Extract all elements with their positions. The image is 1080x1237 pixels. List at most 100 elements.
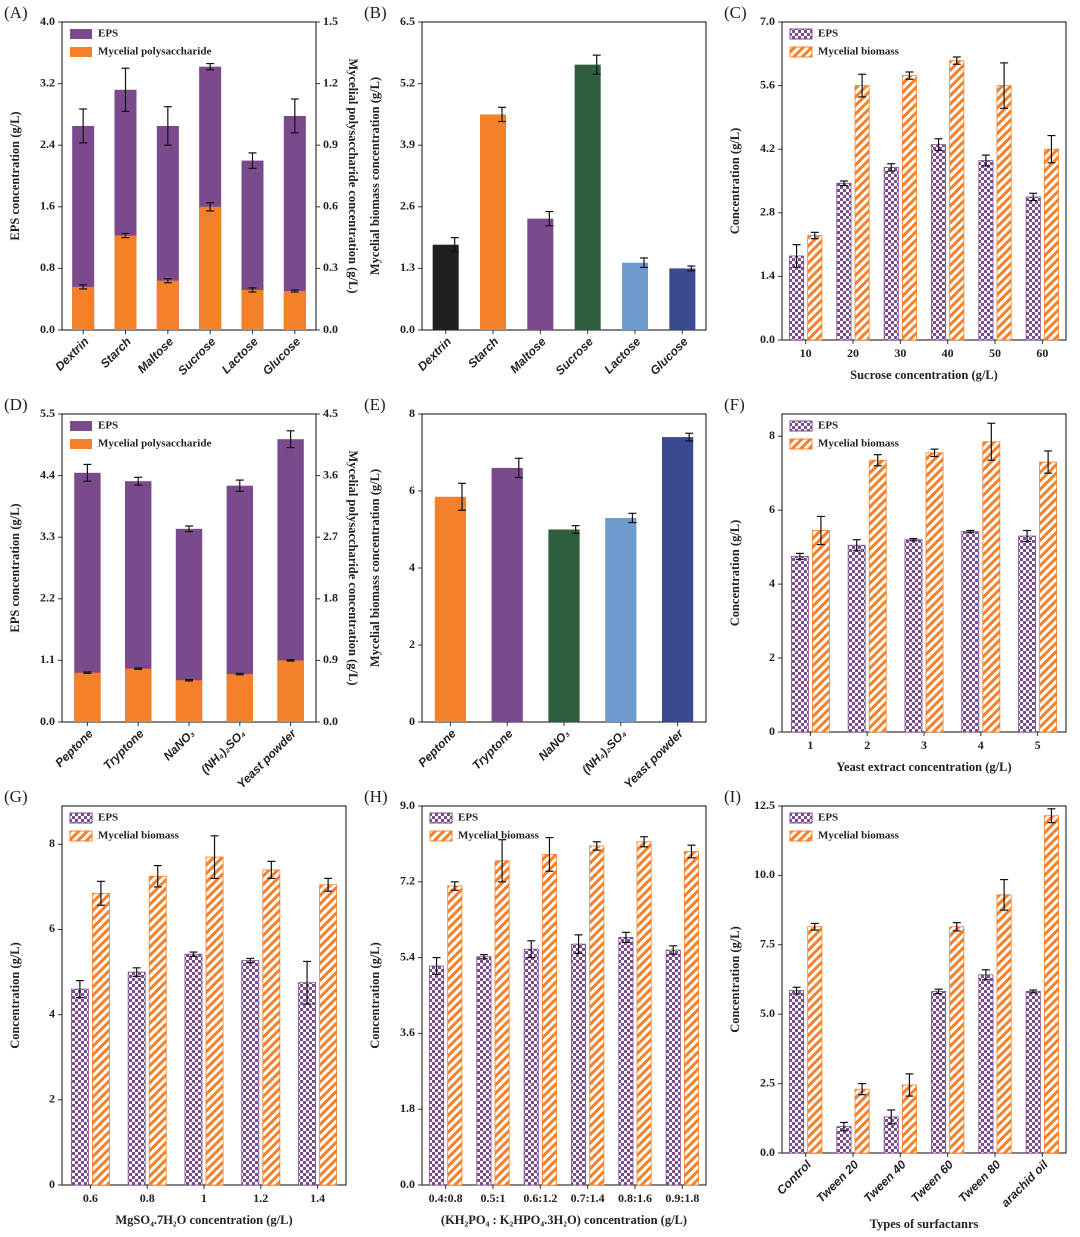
y2-axis-label: Mycelial polysaccharide concentration (g…: [346, 450, 360, 685]
bar: [432, 244, 459, 330]
y-tick-label: 1.8: [400, 1101, 415, 1115]
bar: [605, 517, 637, 722]
legend-label: EPS: [818, 28, 838, 40]
bar: [74, 672, 101, 722]
bar: [156, 280, 179, 330]
y-tick-label: 12.5: [754, 798, 775, 812]
y-tick-label: 2.5: [760, 1075, 775, 1089]
legend-label: Mycelial polysaccharide: [98, 438, 211, 450]
x-tick-label: 0.6:1.2: [523, 1191, 557, 1205]
bar: [1025, 196, 1041, 341]
legend-label: EPS: [818, 420, 838, 432]
bar: [931, 144, 947, 341]
x-tick-label: 1: [201, 1191, 207, 1205]
y-tick-label: 1.6: [40, 199, 55, 213]
y-axis-label: EPS concentration (g/L): [8, 503, 22, 632]
bar: [479, 114, 507, 331]
y-tick-label: 0.0: [40, 714, 55, 728]
x-tick-label: 0.7:1.4: [571, 1191, 605, 1205]
y-tick-label: 5.0: [760, 1006, 775, 1020]
bar: [847, 544, 866, 733]
y-tick-label: 0.0: [400, 322, 415, 336]
bar: [184, 953, 203, 1186]
legend-label: Mycelial biomass: [98, 830, 180, 842]
x-tick-label: 30: [894, 346, 906, 360]
y2-tick-label: 1.2: [323, 75, 338, 89]
y-tick-label: 2: [409, 637, 415, 651]
x-tick-label: 10: [800, 346, 812, 360]
y2-tick-label: 0.3: [323, 260, 338, 274]
y-axis-label: Concentration (g/L): [728, 128, 742, 235]
y-tick-label: 3.2: [40, 75, 55, 89]
bar: [949, 926, 965, 1154]
bar: [789, 255, 805, 341]
bar: [589, 845, 605, 1186]
x-tick-label: 0.4:0.8: [429, 1191, 463, 1205]
bar: [621, 262, 649, 330]
y-tick-label: 8: [409, 406, 415, 420]
panel-label: (B): [364, 3, 387, 22]
bar: [1018, 535, 1036, 733]
bar: [175, 680, 203, 722]
bar: [574, 64, 601, 331]
x-tick-label: 1.2: [253, 1191, 268, 1205]
x-tick-label: 0.8: [140, 1191, 155, 1205]
legend-swatch: [789, 812, 813, 824]
bar: [961, 531, 980, 733]
bar: [904, 539, 923, 733]
y2-tick-label: 3.6: [323, 467, 338, 481]
x-tick-label: 0.8:1.6: [618, 1191, 652, 1205]
y-tick-label: 3.6: [400, 1025, 415, 1039]
y-tick-label: 6: [409, 483, 415, 497]
bar: [836, 182, 852, 341]
x-tick-label: 40: [942, 346, 954, 360]
y-tick-label: 2.2: [40, 591, 55, 605]
y-tick-label: 7.2: [400, 874, 415, 888]
legend-label: EPS: [98, 28, 118, 40]
y-tick-label: 2.6: [400, 199, 415, 213]
x-tick-label: Glucose: [260, 334, 304, 378]
bar: [541, 854, 557, 1186]
y-axis-label: Concentration (g/L): [728, 520, 742, 627]
y-tick-label: 6.5: [400, 14, 415, 28]
x-tick-label: 1: [807, 738, 813, 752]
y-tick-label: 3.9: [400, 137, 415, 151]
legend-label: Mycelial biomass: [458, 830, 540, 842]
y-tick-label: 8: [769, 428, 775, 442]
y-tick-label: 8: [49, 836, 55, 850]
x-tick-label: (NH₄)₂SO₄: [198, 726, 248, 776]
x-axis-label: MgSO₄.7H₂O concentration (g/L): [115, 1213, 292, 1227]
y-tick-label: 0.0: [400, 1177, 415, 1191]
x-tick-label: Dextrin: [415, 334, 454, 373]
x-tick-label: 5: [1035, 738, 1041, 752]
legend-swatch: [789, 830, 813, 842]
y2-tick-label: 1.5: [323, 14, 338, 28]
bar: [523, 948, 539, 1186]
bar: [925, 452, 944, 733]
bar: [277, 660, 304, 722]
y-tick-label: 2: [769, 650, 775, 664]
bar: [789, 990, 805, 1154]
x-tick-label: Tween 20: [814, 1157, 862, 1205]
y-axis-label: Mycelial biomass concentration (g/L): [368, 77, 382, 275]
bar: [571, 943, 587, 1186]
bar: [527, 218, 554, 330]
x-tick-label: Peptone: [415, 726, 459, 770]
y2-tick-label: 0.6: [323, 199, 338, 213]
y-tick-label: 2.4: [40, 137, 55, 151]
y-tick-label: 5.2: [400, 75, 415, 89]
bar: [901, 75, 917, 341]
bar: [683, 851, 699, 1186]
bar: [283, 290, 306, 330]
legend-label: EPS: [818, 812, 838, 824]
bar: [618, 936, 634, 1186]
panel-label: (G): [4, 787, 28, 806]
x-axis-label: (KH₂PO₄ : K₂HPO₄.3H₂O) concentration (g/…: [441, 1213, 687, 1227]
plot-frame: [421, 21, 707, 331]
x-tick-label: Starch: [465, 334, 501, 370]
bar: [854, 85, 870, 341]
y-tick-label: 1.1: [40, 652, 55, 666]
bar: [124, 668, 152, 722]
bar: [665, 949, 681, 1186]
bar: [812, 530, 830, 733]
